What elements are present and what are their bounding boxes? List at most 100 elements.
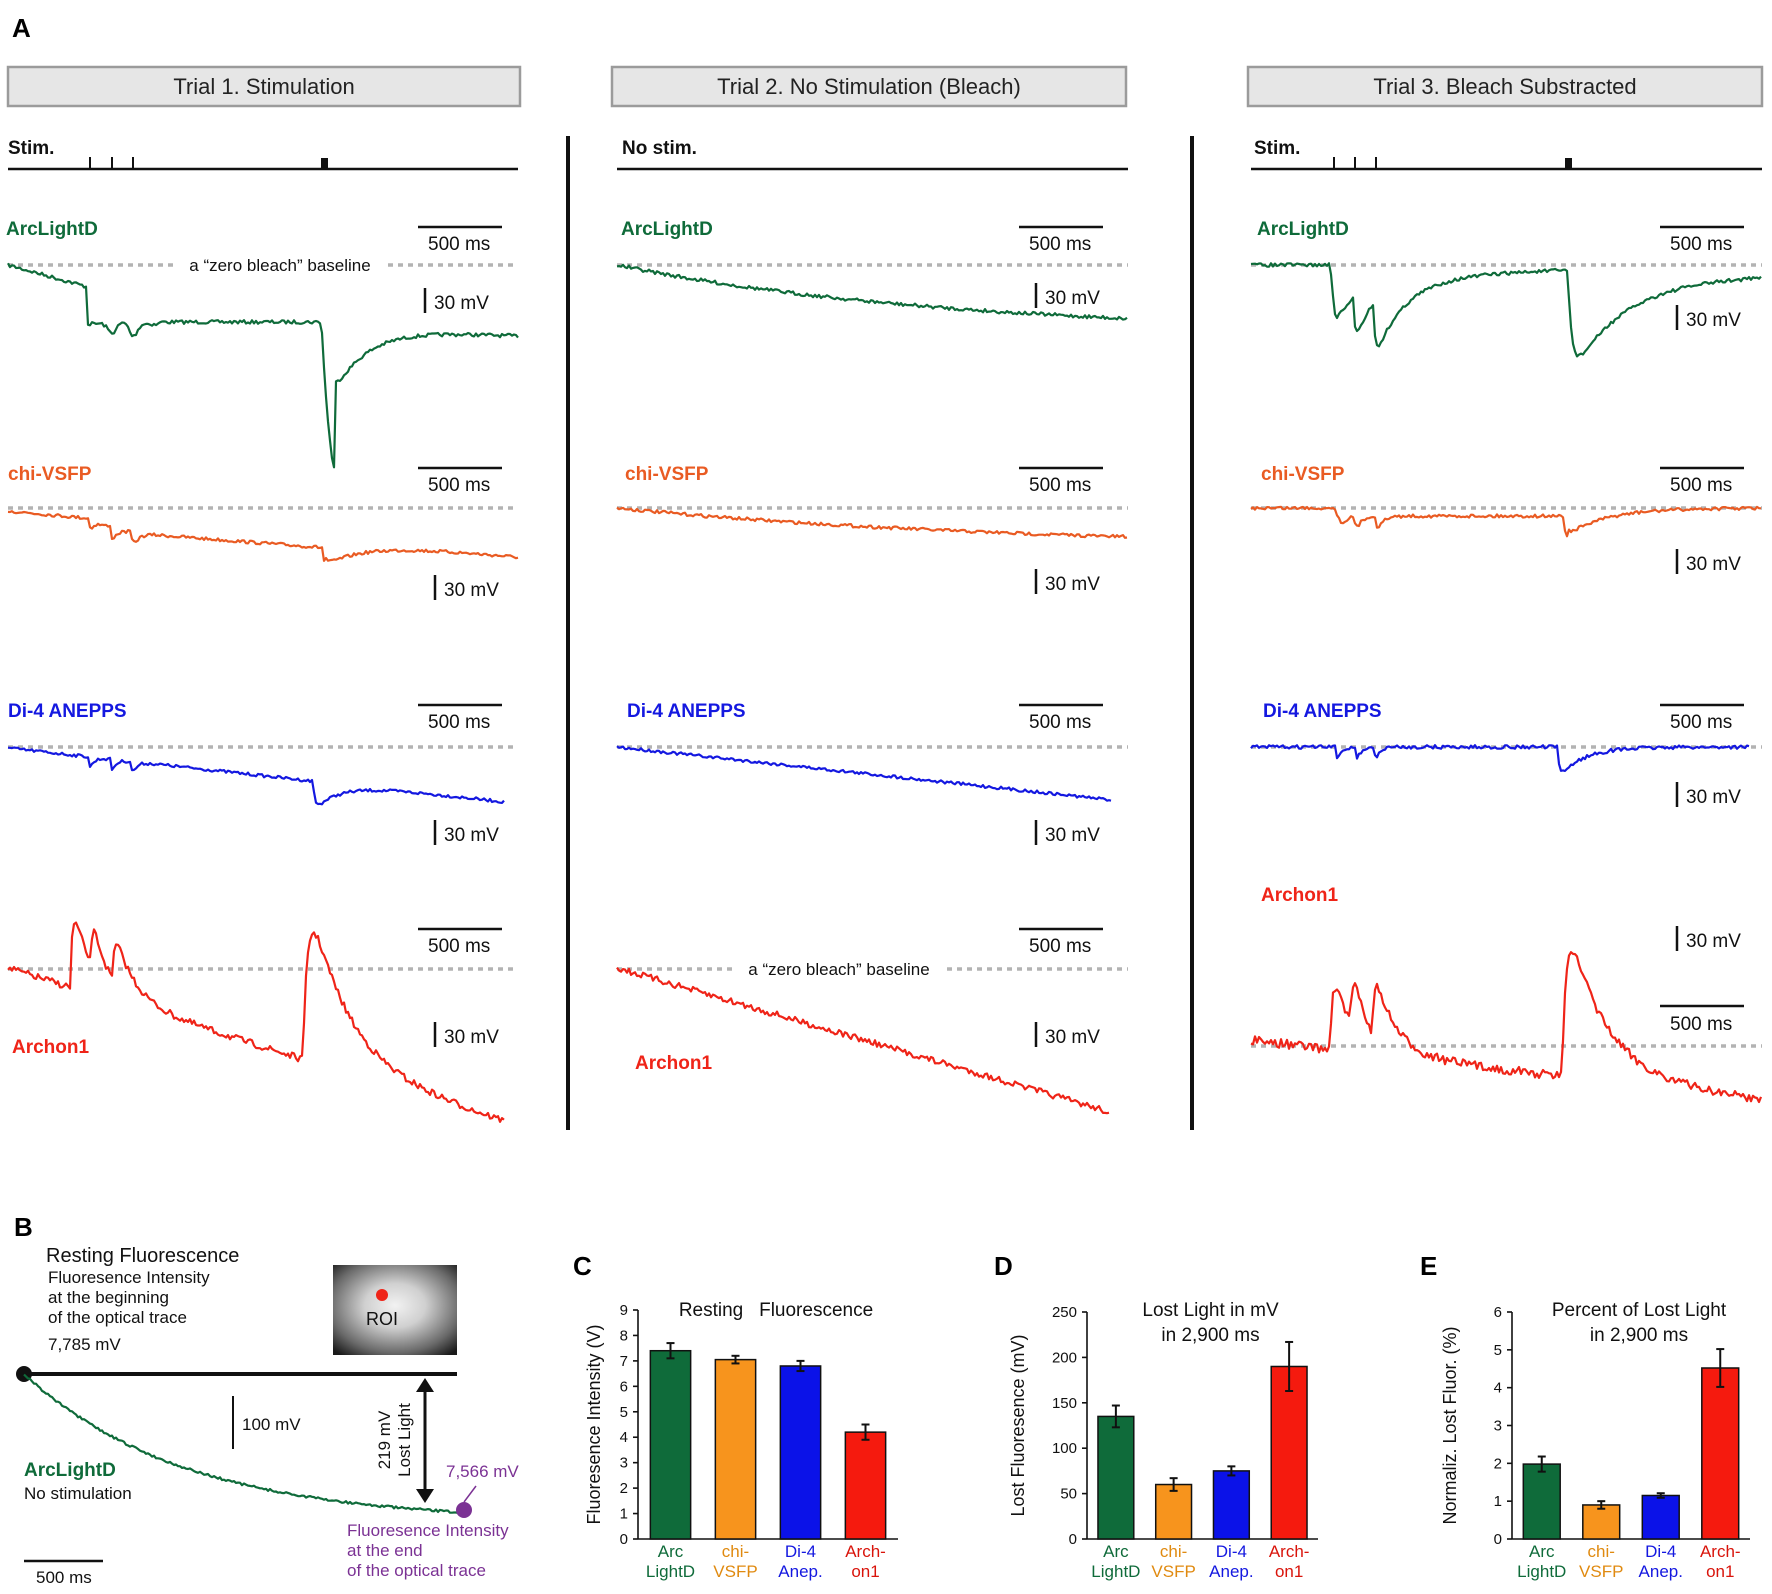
panel-letter-a: A — [12, 13, 31, 43]
label-t1-chivsfp: chi-VSFP — [8, 464, 92, 485]
chart-e-bar-di4 — [1641, 1494, 1680, 1540]
trace-t3-di4 — [1250, 744, 1750, 772]
stim-label-3: Stim. — [1254, 138, 1300, 159]
b-end-value: 7,566 mV — [446, 1462, 519, 1481]
roi-dot — [376, 1289, 388, 1301]
chart-d-ytick-label: 150 — [1052, 1395, 1077, 1412]
stim-label-2: No stim. — [622, 138, 697, 159]
vscale-t1-2: 30 mV — [444, 580, 499, 601]
chart-e-ytick-label: 4 — [1494, 1380, 1502, 1397]
baseline-annotation-2: a “zero bleach” baseline — [748, 960, 929, 979]
tscale-t3-3: 500 ms — [1670, 712, 1732, 733]
chart-d-xlabel-archon1: Arch- — [1269, 1542, 1310, 1561]
chart-c-xlabel-chivsfp: chi- — [722, 1542, 749, 1561]
vscale-t1-1: 30 mV — [434, 293, 489, 314]
annotation-bg-1 — [176, 252, 384, 276]
trace-t2-chivsfp — [616, 506, 1128, 539]
chart-e-xlabel-arclightd: Arc — [1529, 1542, 1555, 1561]
trial-1-title: Trial 1. Stimulation — [173, 74, 354, 99]
panel-letter-d: D — [994, 1251, 1013, 1281]
chart-e-title: Percent of Lost Light — [1552, 1300, 1727, 1321]
chart-d-bar-di4 — [1212, 1470, 1251, 1540]
roi-image — [333, 1265, 457, 1355]
b-desc-3: of the optical trace — [48, 1308, 187, 1327]
trace-t1-chivsfp — [7, 510, 519, 562]
tscale-t3-1: 500 ms — [1670, 234, 1732, 255]
chart-d-ytick-label: 200 — [1052, 1349, 1077, 1366]
chart-resting-fluorescence: 0 1 2 3 4 5 6 7 8 9 Fluoresence Intensity (V) Resti… — [584, 1300, 898, 1581]
trace-t2-arclight — [616, 263, 1128, 321]
trace-t1-archon — [7, 921, 505, 1123]
chart-d-bar-arclightd — [1097, 1415, 1135, 1540]
chart-d-ytick-label: 250 — [1052, 1304, 1077, 1321]
chart-d-ytick-label: 100 — [1052, 1440, 1077, 1457]
trial-2-header: Trial 2. No Stimulation (Bleach) — [610, 65, 1128, 108]
chart-c-xlabel-archon1: Arch- — [845, 1542, 886, 1561]
chart-d-title: in 2,900 ms — [1161, 1325, 1259, 1346]
chart-e-xlabel-archon1: Arch- — [1700, 1542, 1741, 1561]
label-t1-di4: Di-4 ANEPPS — [8, 701, 127, 722]
chart-e-bar-archon1 — [1701, 1367, 1740, 1540]
trial-3-box — [1246, 65, 1764, 108]
chart-c-bar-arclightd — [649, 1349, 692, 1540]
tscale-t3-2: 500 ms — [1670, 475, 1732, 496]
b-end-marker — [456, 1502, 472, 1518]
trial-3-header: Trial 3. Bleach Substracted — [1246, 65, 1764, 108]
b-trace-label: ArcLightD — [24, 1460, 116, 1481]
chart-c-ytick-label: 8 — [620, 1327, 628, 1344]
tscale-t2-1: 500 ms — [1029, 234, 1091, 255]
label-t2-chivsfp: chi-VSFP — [625, 464, 709, 485]
chart-c-xlabel-archon1: on1 — [851, 1562, 879, 1581]
annotation-bg-2 — [735, 956, 943, 980]
stim-line-1 — [8, 157, 518, 171]
label-t2-di4: Di-4 ANEPPS — [627, 701, 746, 722]
chart-c-xlabel-arclightd: Arc — [658, 1542, 684, 1561]
label-t3-di4: Di-4 ANEPPS — [1263, 701, 1382, 722]
trace-t3-archon — [1250, 951, 1763, 1104]
trace-t3-arclight — [1250, 262, 1762, 358]
chart-c-ytick-label: 6 — [620, 1378, 628, 1395]
vscale-t3-2: 30 mV — [1686, 554, 1741, 575]
label-t2-archon: Archon1 — [635, 1053, 713, 1074]
trace-t1-di4 — [7, 746, 505, 806]
vscale-t1-4: 30 mV — [444, 1027, 499, 1048]
chart-e-title: in 2,900 ms — [1590, 1325, 1688, 1346]
chart-e-bar-arclightd — [1522, 1463, 1561, 1540]
roi-label: ROI — [366, 1309, 398, 1329]
chart-d-xlabel-di4: Di-4 — [1216, 1542, 1247, 1561]
label-t1-arclight: ArcLightD — [6, 219, 98, 240]
trial-3-title: Trial 3. Bleach Substracted — [1373, 74, 1636, 99]
chart-c-ytick-label: 9 — [620, 1302, 628, 1319]
b-start-value: 7,785 mV — [48, 1335, 121, 1354]
chart-e-ytick-label: 3 — [1494, 1418, 1502, 1435]
tscale-t1-2: 500 ms — [428, 475, 490, 496]
tscale-t1-3: 500 ms — [428, 712, 490, 733]
chart-c-ylabel: Fluoresence Intensity (V) — [584, 1324, 604, 1524]
chart-e-xlabel-di4: Di-4 — [1645, 1542, 1676, 1561]
chart-c-ytick-label: 0 — [620, 1531, 628, 1548]
label-t3-archon: Archon1 — [1261, 885, 1339, 906]
chart-d-title: Lost Light in mV — [1142, 1300, 1279, 1321]
trial-1-box — [6, 65, 522, 108]
chart-c-xlabel-di4: Anep. — [778, 1562, 822, 1581]
chart-e-ytick-label: 5 — [1494, 1342, 1502, 1359]
tscale-t2-4: 500 ms — [1029, 936, 1091, 957]
label-t3-arclight: ArcLightD — [1257, 219, 1349, 240]
chart-e-ytick-label: 6 — [1494, 1304, 1502, 1321]
b-desc-2: at the beginning — [48, 1288, 169, 1307]
b-desc-1: Fluoresence Intensity — [48, 1268, 210, 1287]
chart-c-bar-di4 — [779, 1365, 822, 1540]
lost-light-label: Lost Light — [395, 1403, 414, 1477]
b-decay-trace — [23, 1373, 465, 1515]
chart-d-ylabel: Lost Fluoresence (mV) — [1008, 1334, 1028, 1516]
voltage-scalebars — [423, 283, 1679, 1047]
b-tscale-text: 500 ms — [36, 1568, 92, 1587]
chart-c-ytick-label: 4 — [620, 1429, 628, 1446]
b-end-desc-1: Fluoresence Intensity — [347, 1521, 509, 1540]
vscale-t3-1: 30 mV — [1686, 310, 1741, 331]
chart-d-ytick-label: 0 — [1069, 1531, 1077, 1548]
vscale-t2-2: 30 mV — [1045, 574, 1100, 595]
label-t2-arclight: ArcLightD — [621, 219, 713, 240]
tscale-t2-2: 500 ms — [1029, 475, 1091, 496]
